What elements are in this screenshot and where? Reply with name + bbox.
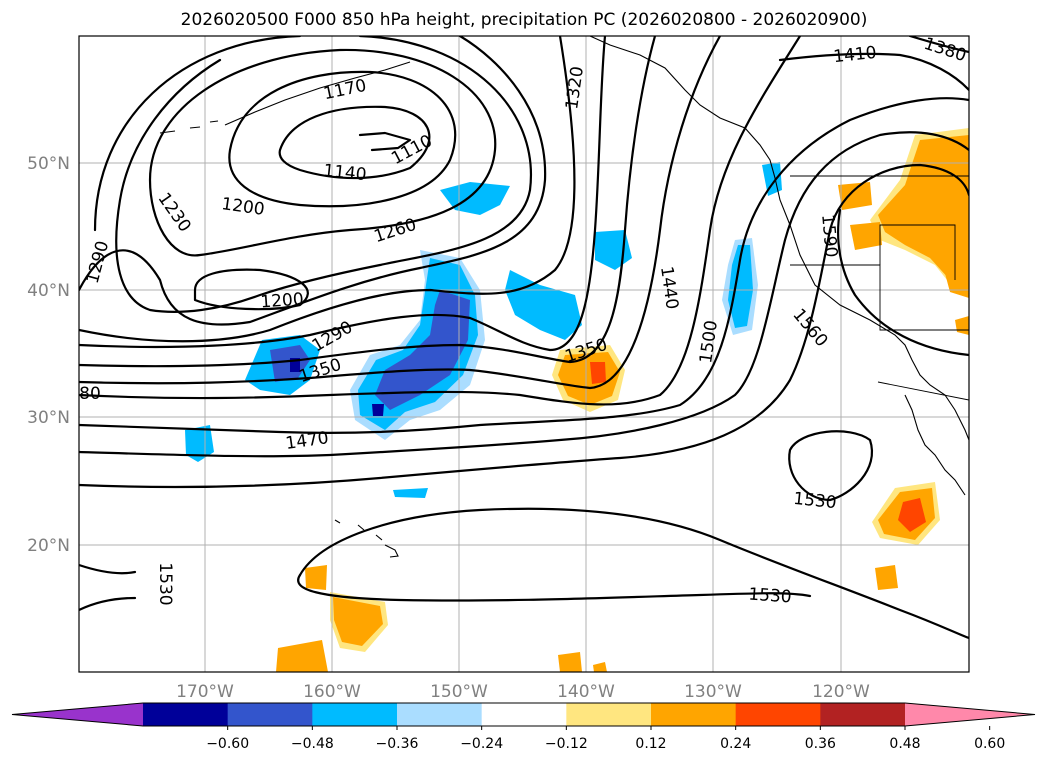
contour-line	[79, 97, 969, 435]
colorbar-swatch	[312, 703, 398, 726]
precip-blob-pos	[276, 640, 328, 672]
us-mexico-border	[877, 381, 969, 401]
colorbar-swatch	[397, 703, 483, 726]
baja-coastline	[904, 394, 966, 496]
contour-line	[79, 36, 657, 368]
map-gridlines	[79, 36, 969, 672]
contour-label: 1530	[748, 585, 793, 608]
colorbar-extend-low	[12, 703, 143, 726]
contour-line	[79, 36, 722, 390]
lon-label: 160°W	[303, 682, 361, 702]
precip-blob-pos	[875, 565, 898, 590]
latitude-axis: 50°N 40°N 30°N 20°N	[27, 154, 70, 556]
colorbar-tick-label: −0.36	[376, 736, 419, 752]
precip-blob-pos	[850, 222, 882, 250]
precip-blob-pos	[305, 565, 327, 590]
north-america-coastline	[589, 36, 969, 441]
precip-blob-neg	[372, 404, 384, 416]
colorbar-tick-label: 0.48	[889, 736, 920, 752]
contour-line	[115, 36, 533, 313]
contour-line	[93, 36, 302, 232]
precip-blob-pos	[838, 182, 872, 210]
colorbar-swatch	[481, 703, 567, 726]
precip-blob-pos	[593, 662, 607, 672]
precip-blob-pos	[558, 652, 582, 672]
lat-label: 50°N	[27, 154, 70, 174]
colorbar-tick-label: 0.36	[805, 736, 836, 752]
contour-line	[79, 131, 969, 458]
contour-line	[79, 163, 969, 489]
contour-line	[79, 36, 802, 406]
precip-blob-neg	[728, 245, 753, 328]
state-borders	[879, 224, 956, 280]
contour-line	[297, 573, 812, 602]
lat-label: 40°N	[27, 281, 70, 301]
map-frame	[78, 35, 970, 673]
contour-line	[79, 36, 576, 343]
colorbar-tick-label: 0.60	[974, 736, 1005, 752]
aleutian-islands	[224, 61, 411, 126]
colorbar-tick-label: −0.60	[206, 736, 249, 752]
colorbar-swatch	[227, 703, 313, 726]
contour-line	[837, 208, 969, 357]
colorbar: −0.60 −0.48 −0.36 −0.24 −0.12 0.12 0.24 0.36 0.4…	[11, 702, 1036, 752]
contour-line	[79, 563, 137, 575]
lon-label: 130°W	[684, 682, 742, 702]
contour-label: 1530	[155, 562, 175, 605]
contour-label: 1410	[832, 43, 877, 67]
colorbar-swatch	[651, 703, 737, 726]
colorbar-swatch	[566, 703, 652, 726]
contour-line	[778, 52, 969, 92]
precip-blob-neg	[185, 425, 214, 462]
map-panel: 1170 1110 1140 1200 1230 1260 1290 1320 …	[27, 34, 970, 702]
colorbar-swatch	[820, 703, 906, 726]
colorbar-tick-label: −0.12	[545, 736, 588, 752]
lon-label: 120°W	[812, 682, 870, 702]
colorbar-tick-label: −0.24	[460, 736, 503, 752]
precip-blob-neg	[375, 290, 470, 410]
contour-line	[79, 36, 607, 352]
contour-line	[788, 430, 873, 502]
lat-label: 20°N	[27, 536, 70, 556]
contour-line	[79, 596, 137, 612]
contour-line	[148, 48, 497, 257]
height-contours	[79, 36, 969, 640]
lat-label: 30°N	[27, 408, 70, 428]
precip-blob-neg	[393, 488, 428, 498]
precip-blob-pos	[898, 498, 926, 532]
lon-label: 140°W	[557, 682, 615, 702]
contour-line	[298, 507, 969, 640]
colorbar-swatch	[143, 703, 229, 726]
colorbar-tick-label: 0.12	[635, 736, 666, 752]
colorbar-swatch	[735, 703, 821, 726]
hawaii-coastline	[334, 519, 399, 558]
map-title: 2026020500 F000 850 hPa height, precipit…	[181, 10, 868, 30]
colorbar-tick-label: 0.24	[720, 736, 751, 752]
contour-label: 1200	[260, 290, 305, 313]
contour-line	[193, 268, 309, 311]
coastlines	[159, 36, 969, 558]
contour-line	[278, 105, 431, 180]
lon-label: 150°W	[430, 682, 488, 702]
precip-blob-pos	[590, 362, 606, 384]
contour-line	[908, 36, 969, 54]
colorbar-extend-high	[905, 703, 1035, 726]
longitude-axis: 170°W 160°W 150°W 140°W 130°W 120°W	[176, 682, 870, 702]
contour-line	[358, 131, 412, 152]
colorbar-tick-label: −0.48	[291, 736, 334, 752]
contour-label: 80	[79, 384, 101, 404]
state-borders	[790, 264, 969, 331]
contour-line	[79, 36, 547, 326]
precip-blob-pos	[333, 597, 383, 646]
contour-line	[228, 70, 457, 208]
precip-blob-pos	[940, 255, 969, 298]
contour-label: 1530	[792, 489, 837, 513]
precip-blob-neg	[440, 182, 510, 215]
lon-label: 170°W	[176, 682, 234, 702]
contour-label: 1140	[322, 161, 367, 185]
colorbar-outline	[11, 702, 1036, 727]
contour-label: 1590	[817, 213, 841, 258]
